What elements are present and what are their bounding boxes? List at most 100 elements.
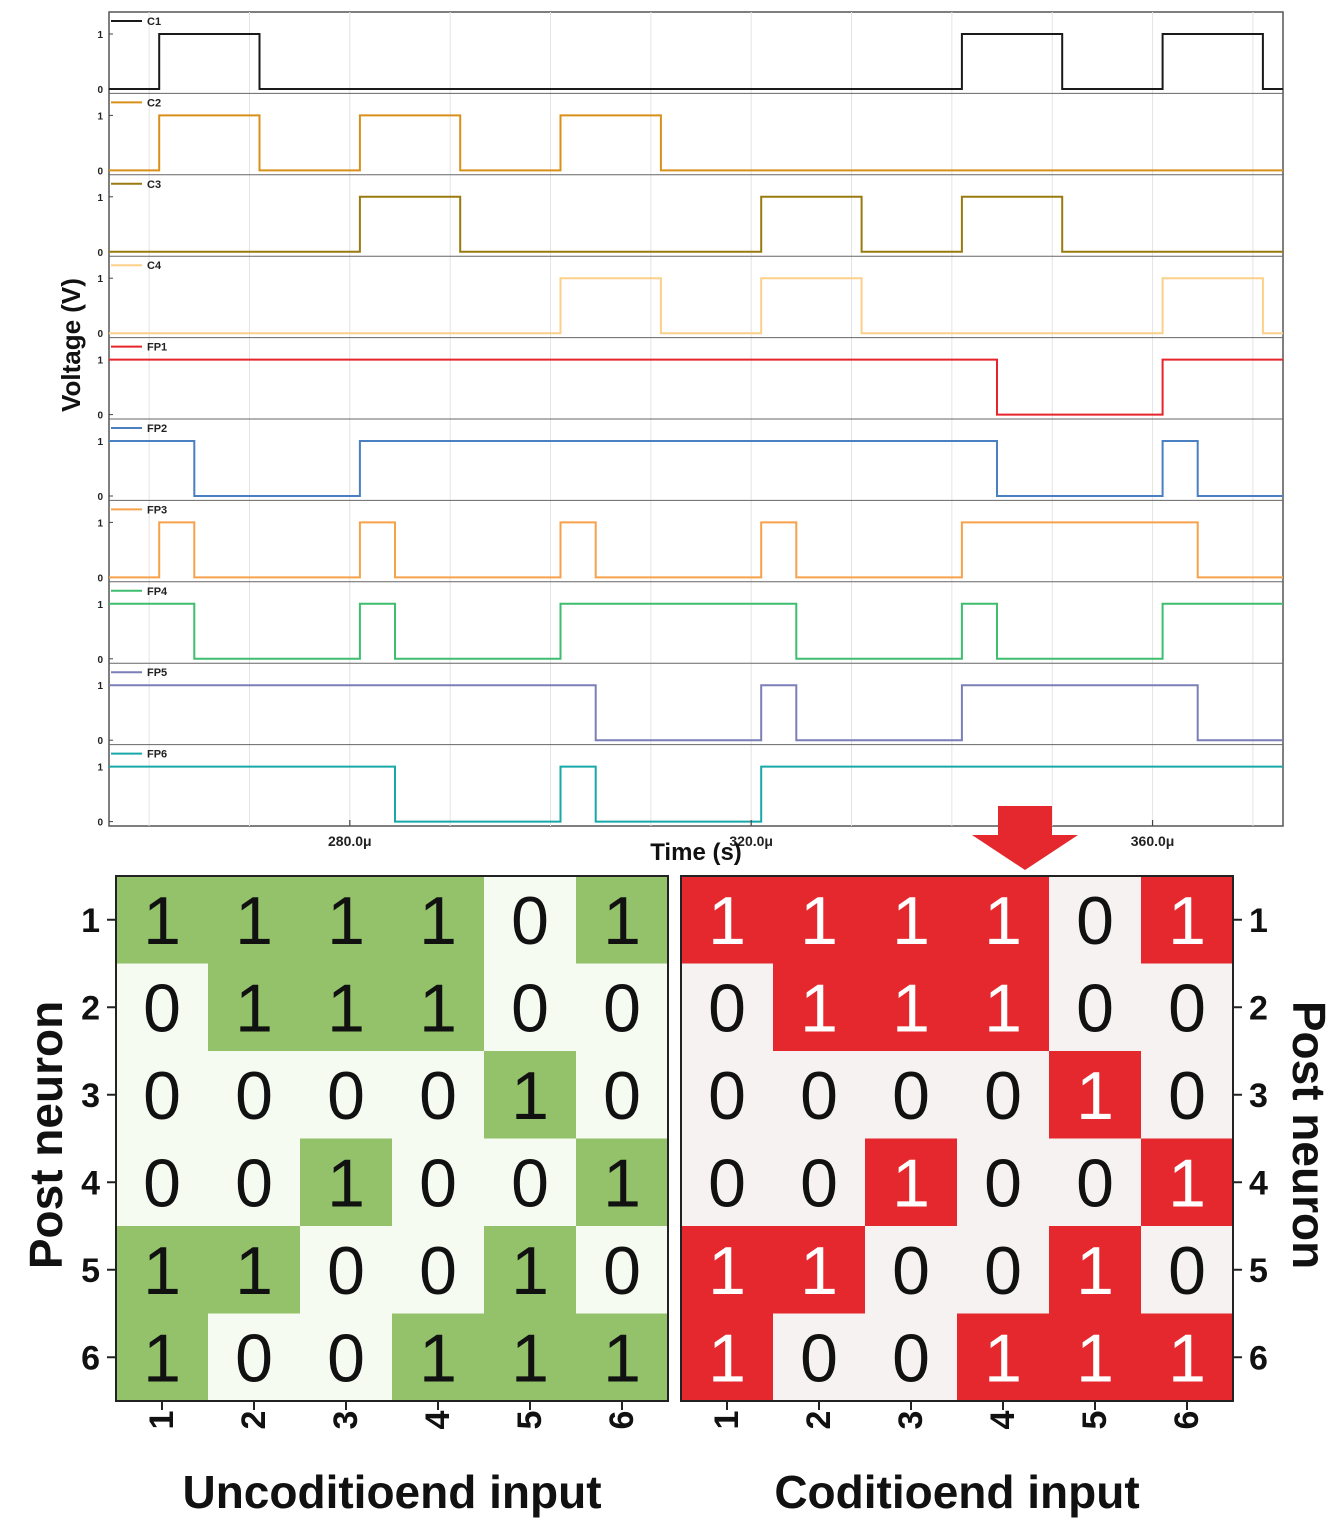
heatmap-cell bbox=[576, 963, 669, 1052]
unconditioned-input-label: Uncoditioend input bbox=[182, 1466, 601, 1518]
cell-value: 1 bbox=[1168, 883, 1206, 959]
cell-value: 0 bbox=[984, 1145, 1022, 1221]
x-axis-label: Time (s) bbox=[650, 839, 742, 866]
heatmap-cell bbox=[1141, 1138, 1234, 1227]
y-tick-label: 0 bbox=[97, 411, 103, 422]
heatmap-cell bbox=[1049, 1051, 1142, 1139]
heatmap-frame bbox=[680, 875, 1234, 1402]
heatmap-cell bbox=[957, 1226, 1050, 1314]
y-tick-label: 1 bbox=[81, 902, 100, 940]
cell-value: 1 bbox=[511, 1320, 549, 1396]
x-tick-label: 5 bbox=[1076, 1411, 1114, 1430]
y-tick-label: 0 bbox=[97, 573, 103, 584]
cell-value: 0 bbox=[327, 1320, 365, 1396]
heatmap-cell bbox=[1049, 876, 1142, 964]
heatmap-cell bbox=[484, 1226, 577, 1314]
legend-label: FP6 bbox=[147, 749, 167, 761]
heatmap-cell bbox=[392, 1051, 485, 1139]
series-line-fp4 bbox=[109, 602, 1283, 660]
heatmap-cell bbox=[1049, 963, 1142, 1052]
cell-value: 0 bbox=[800, 1058, 838, 1134]
heatmap-cell bbox=[865, 1226, 958, 1314]
waveform-panel: 0 1 C1 0 1 C2 0 1 C3 0 1 C4 0 1 FP1 0 1 FP2 0 1 FP3 0 1 FP4 0 1 FP… bbox=[56, 11, 1284, 866]
cell-value: 0 bbox=[1076, 1145, 1114, 1221]
heatmap-cell bbox=[865, 963, 958, 1052]
cell-value: 0 bbox=[603, 1058, 641, 1134]
heatmap-cell bbox=[681, 1226, 774, 1314]
heatmap-frame bbox=[115, 875, 669, 1402]
cell-value: 0 bbox=[1076, 970, 1114, 1046]
y-tick-label: 3 bbox=[1249, 1077, 1268, 1115]
heatmap-cell bbox=[1049, 1138, 1142, 1227]
series-line-fp1 bbox=[109, 358, 1283, 416]
x-tick-label: 360.0μ bbox=[1131, 833, 1175, 849]
heatmap-cell bbox=[300, 876, 393, 964]
conditioned-input-label: Coditioend input bbox=[774, 1466, 1139, 1518]
cell-value: 0 bbox=[143, 1145, 181, 1221]
heatmap-cell bbox=[576, 1313, 669, 1402]
y-tick-label: 0 bbox=[97, 736, 103, 747]
cell-value: 0 bbox=[984, 1233, 1022, 1309]
y-tick-label: 4 bbox=[81, 1164, 100, 1202]
series-line-c1 bbox=[109, 33, 1283, 90]
cell-value: 1 bbox=[235, 883, 273, 959]
cell-value: 1 bbox=[603, 1145, 641, 1221]
cell-value: 0 bbox=[892, 1058, 930, 1134]
cell-value: 0 bbox=[419, 1058, 457, 1134]
y-tick-label: 0 bbox=[97, 166, 103, 177]
cell-value: 0 bbox=[235, 1320, 273, 1396]
heatmap-cell bbox=[957, 876, 1050, 964]
y-tick-label: 1 bbox=[97, 111, 103, 122]
heatmap-cell bbox=[1049, 1313, 1142, 1402]
cell-value: 0 bbox=[1076, 883, 1114, 959]
down-arrow-icon bbox=[972, 806, 1078, 870]
y-tick-label: 3 bbox=[81, 1077, 100, 1115]
cell-value: 1 bbox=[1076, 1058, 1114, 1134]
heatmap-cell bbox=[576, 1138, 669, 1227]
waveform-series: 0 1 C1 0 1 C2 0 1 C3 0 1 C4 0 1 FP1 0 1 FP2 0 1 FP3 0 1 FP4 0 1 FP… bbox=[97, 16, 1283, 829]
x-tick-label: 2 bbox=[235, 1411, 273, 1430]
heatmap-cell bbox=[576, 1226, 669, 1314]
heatmap-cell bbox=[208, 1226, 301, 1314]
series-line-c3 bbox=[109, 195, 1283, 253]
heatmap-cell bbox=[116, 1138, 209, 1227]
cell-value: 1 bbox=[1076, 1233, 1114, 1309]
x-tick-label: 4 bbox=[419, 1410, 457, 1429]
y-tick-label: 1 bbox=[97, 30, 103, 41]
x-tick-label: 6 bbox=[603, 1411, 641, 1430]
heatmap-cell bbox=[1141, 1313, 1234, 1402]
x-tick-label: 3 bbox=[327, 1411, 365, 1430]
heatmap-cell bbox=[116, 876, 209, 964]
legend-label: FP1 bbox=[147, 342, 167, 354]
cell-value: 1 bbox=[800, 970, 838, 1046]
series-line-fp2 bbox=[109, 440, 1283, 497]
y-tick-label: 1 bbox=[1249, 902, 1268, 940]
heatmap-cell bbox=[300, 1226, 393, 1314]
y-tick-label: 1 bbox=[97, 763, 103, 774]
cell-value: 1 bbox=[892, 1145, 930, 1221]
heatmap-cell bbox=[300, 1051, 393, 1139]
legend-label: FP5 bbox=[147, 667, 167, 679]
cell-value: 0 bbox=[892, 1320, 930, 1396]
cell-value: 0 bbox=[708, 1058, 746, 1134]
cell-value: 1 bbox=[235, 970, 273, 1046]
heatmap-cell bbox=[300, 963, 393, 1052]
heatmap-cell bbox=[484, 1051, 577, 1139]
heatmap-cell bbox=[208, 963, 301, 1052]
cell-value: 0 bbox=[235, 1058, 273, 1134]
cell-value: 1 bbox=[143, 1320, 181, 1396]
series-line-c4 bbox=[109, 277, 1283, 335]
heatmap-cell bbox=[392, 963, 485, 1052]
heatmap-cell bbox=[208, 876, 301, 964]
legend-label: C3 bbox=[147, 179, 161, 191]
heatmap-cell bbox=[681, 1313, 774, 1402]
cell-value: 0 bbox=[327, 1058, 365, 1134]
cell-value: 1 bbox=[419, 883, 457, 959]
heatmap-cell bbox=[208, 1313, 301, 1402]
heatmap-cell bbox=[957, 1313, 1050, 1402]
y-tick-label: 1 bbox=[97, 193, 103, 204]
heatmap-cell bbox=[484, 963, 577, 1052]
legend-label: FP2 bbox=[147, 423, 167, 435]
heatmap-cell bbox=[865, 1138, 958, 1227]
cell-value: 0 bbox=[800, 1145, 838, 1221]
